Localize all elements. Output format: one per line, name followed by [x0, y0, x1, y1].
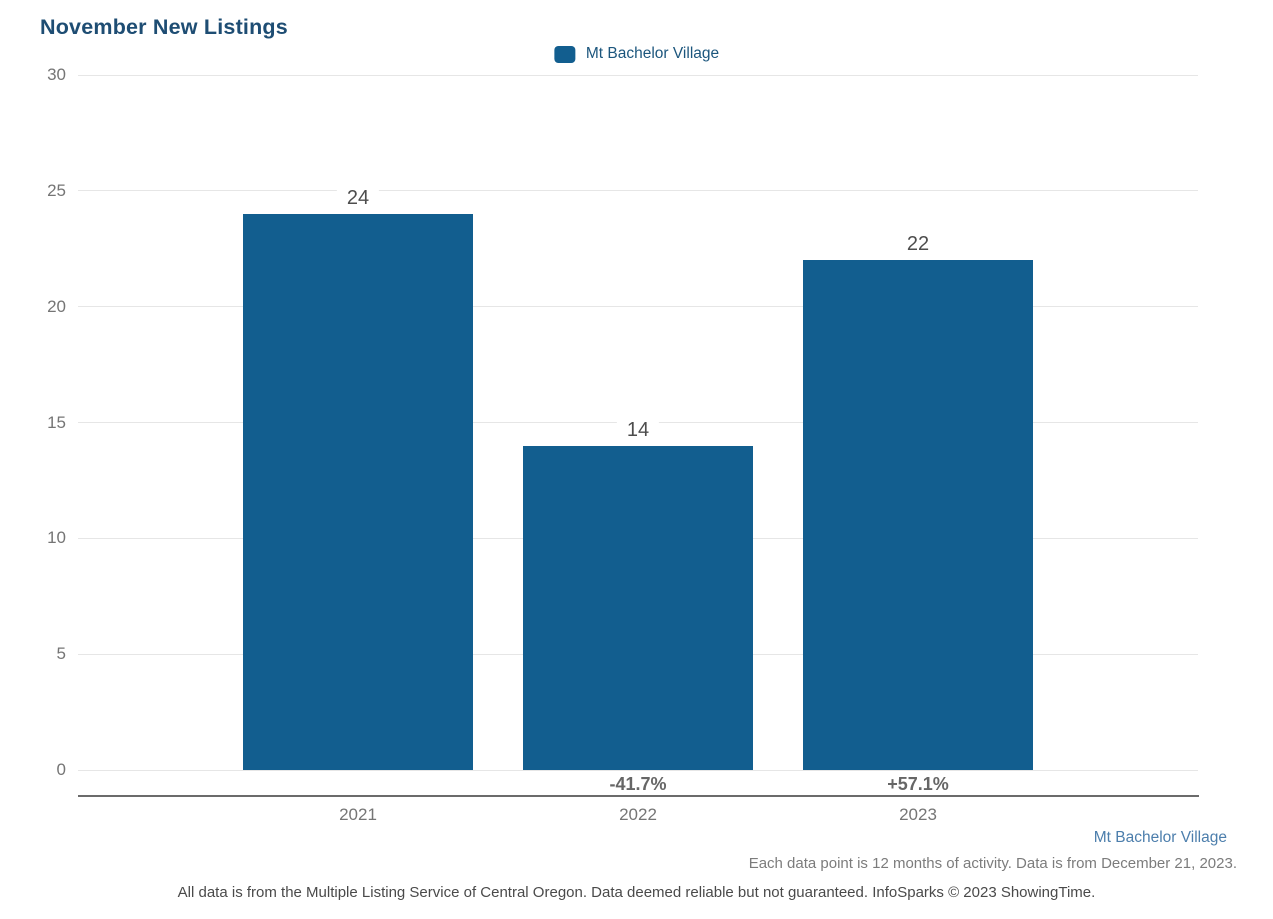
bar-2023[interactable] [803, 260, 1033, 770]
y-axis-tick-label: 0 [56, 760, 66, 779]
x-axis-line [78, 795, 1199, 797]
bar-value-label: 14 [616, 416, 660, 443]
footer-disclaimer: All data is from the Multiple Listing Se… [177, 884, 1096, 901]
legend-swatch-icon [553, 45, 575, 63]
pct-change-label: +57.1% [887, 774, 949, 794]
y-axis-tick-label: 5 [56, 644, 66, 664]
bar-2021[interactable] [243, 214, 473, 770]
pct-change-label: -41.7% [609, 774, 667, 794]
legend-item[interactable]: Mt Bachelor Village [553, 45, 720, 63]
footer-series-label: Mt Bachelor Village [1093, 829, 1227, 846]
gridline [78, 769, 1198, 771]
gridline [78, 74, 1198, 76]
bar-value-label: 22 [896, 231, 940, 258]
x-axis-category-label: 2023 [899, 805, 937, 824]
y-axis-tick-label: 30 [47, 65, 66, 84]
y-axis-tick-label: 15 [47, 412, 66, 432]
footer-note: Each data point is 12 months of activity… [748, 855, 1237, 872]
x-axis-category-label: 2021 [339, 805, 377, 824]
x-axis-category-label: 2022 [619, 805, 657, 824]
bar-value-label: 24 [336, 185, 380, 211]
bar-2022[interactable] [523, 445, 753, 770]
y-axis-tick-label: 20 [47, 296, 66, 316]
y-axis-tick-label: 10 [47, 528, 66, 548]
y-axis-tick-label: 25 [47, 180, 66, 200]
legend-label: Mt Bachelor Village [585, 45, 720, 62]
gridline [78, 306, 1198, 308]
gridline [78, 190, 1198, 192]
chart-title: November New Listings [40, 15, 288, 39]
